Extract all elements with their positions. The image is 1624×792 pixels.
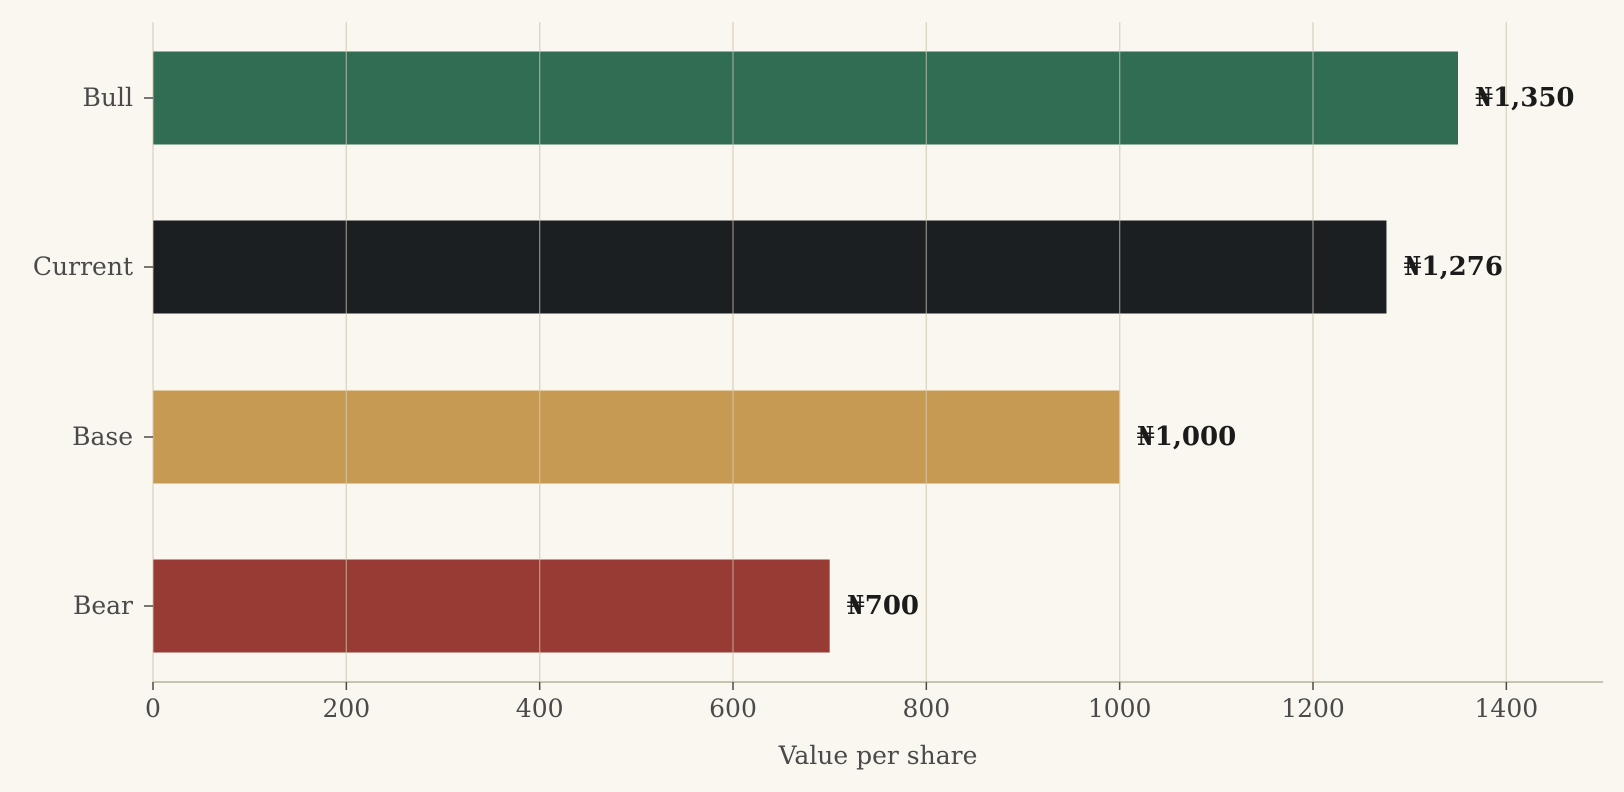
value-label-base: ₦1,000 (1137, 422, 1237, 452)
x-axis-title: Value per share (778, 741, 978, 770)
x-tick-label: 1000 (1088, 694, 1152, 723)
x-tick-label: 600 (709, 694, 757, 723)
x-tick-label: 0 (145, 694, 161, 723)
x-tick-label: 400 (516, 694, 564, 723)
bars (153, 51, 1458, 653)
value-label-bull: ₦1,350 (1475, 83, 1575, 113)
category-label-base: Base (72, 422, 133, 451)
bar-current (153, 220, 1387, 314)
category-label-current: Current (33, 252, 133, 281)
x-tick-label: 800 (902, 694, 950, 723)
x-tick-label: 200 (322, 694, 370, 723)
value-label-current: ₦1,276 (1403, 252, 1503, 282)
category-label-bear: Bear (73, 591, 133, 620)
category-label-bull: Bull (83, 83, 133, 112)
value-label-bear: ₦700 (847, 591, 919, 621)
value-labels: ₦1,350 ₦1,276 ₦1,000 ₦700 (847, 83, 1575, 621)
x-tick-label: 1400 (1475, 694, 1539, 723)
bar-bear (153, 559, 830, 653)
y-axis: Bull Current Base Bear (33, 83, 153, 620)
x-axis: 0 200 400 600 800 1000 1200 1400 (145, 681, 1603, 723)
bar-bull (153, 51, 1458, 145)
x-tick-label: 1200 (1281, 694, 1345, 723)
gridlines-overlay (152, 22, 1507, 682)
bar-base (153, 390, 1120, 484)
